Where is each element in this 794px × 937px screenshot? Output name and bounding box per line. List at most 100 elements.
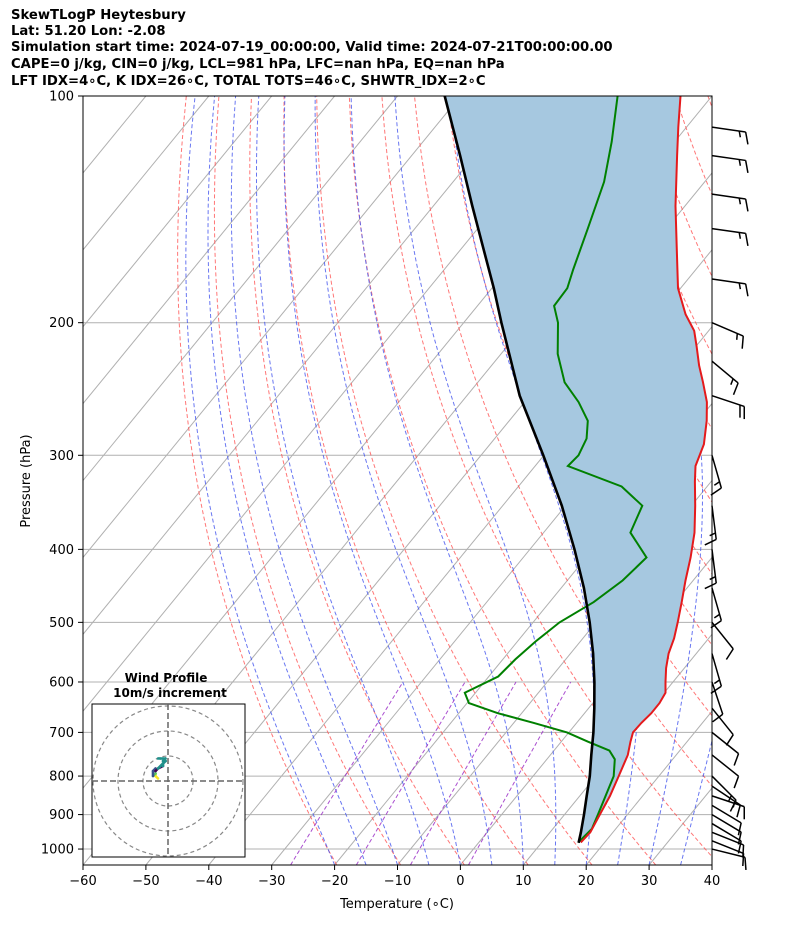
chart-title-line-4: CAPE=0 j/kg, CIN=0 j/kg, LCL=981 hPa, LF… bbox=[11, 57, 505, 72]
isotherm-line bbox=[83, 96, 84, 97]
wind-barb-half-flag bbox=[738, 197, 742, 205]
temperature-line bbox=[580, 96, 708, 844]
wind-barb bbox=[710, 455, 723, 496]
wind-barb-flag bbox=[744, 198, 749, 212]
wind-barb-flag bbox=[744, 283, 749, 297]
mixing-ratio-line bbox=[290, 681, 404, 865]
wind-barb bbox=[711, 126, 749, 145]
wind-barb-flag bbox=[710, 685, 722, 694]
wind-barb-flag bbox=[732, 382, 739, 396]
dry-adiabat-line bbox=[213, 96, 402, 865]
isotherm-line bbox=[83, 96, 524, 636]
wind-barb bbox=[710, 587, 723, 629]
moist-adiabat-line bbox=[394, 96, 557, 865]
dewpoint-line bbox=[463, 96, 648, 844]
wind-barbs bbox=[704, 126, 749, 870]
wind-barb-flag bbox=[733, 775, 740, 789]
dry-adiabat-line bbox=[381, 96, 712, 858]
wind-barb-half-flag bbox=[738, 130, 742, 138]
wind-barb-half-flag bbox=[713, 613, 720, 619]
wind-barb-shaft bbox=[711, 505, 717, 540]
moist-adiabat-line bbox=[185, 96, 336, 865]
wind-barb-flag bbox=[704, 582, 717, 590]
isotherm-line bbox=[585, 710, 712, 865]
wind-barb bbox=[704, 505, 717, 546]
x-tick-label: −60 bbox=[69, 874, 96, 889]
isotherm-line bbox=[83, 96, 335, 405]
wind-barb bbox=[711, 731, 740, 766]
isotherm-line bbox=[83, 96, 210, 251]
wind-barb-half-flag bbox=[713, 481, 720, 486]
wind-barb-half-flag bbox=[738, 282, 742, 290]
wind-barb-flag bbox=[710, 619, 722, 629]
wind-barb bbox=[711, 707, 734, 746]
hodograph-subtitle: 10m/s increment bbox=[113, 686, 227, 700]
wind-barb-half-flag bbox=[730, 378, 734, 385]
isotherm-line bbox=[83, 96, 398, 482]
wind-barb-shaft bbox=[711, 278, 746, 285]
wind-barb-flag bbox=[737, 840, 742, 854]
isotherm-line bbox=[83, 96, 461, 559]
wind-barb-flag bbox=[741, 336, 744, 349]
mixing-ratio-line bbox=[355, 681, 466, 865]
moist-adiabat-line bbox=[207, 96, 367, 865]
wind-barb-flag bbox=[742, 844, 745, 858]
isotherm-line bbox=[397, 479, 712, 865]
moist-adiabat-line bbox=[230, 96, 398, 865]
wind-barb-shaft bbox=[711, 775, 737, 801]
wind-barb bbox=[711, 360, 739, 396]
wind-barb-half-flag bbox=[738, 232, 742, 239]
y-tick-label: 800 bbox=[49, 770, 74, 785]
chart-title-line-1: SkewTLogP Heytesbury bbox=[11, 8, 186, 23]
wind-barb-shaft bbox=[711, 804, 742, 824]
wind-barb bbox=[711, 775, 737, 812]
x-tick-label: −20 bbox=[321, 874, 348, 889]
x-tick-label: 30 bbox=[641, 874, 658, 889]
wind-barb-shaft bbox=[711, 822, 742, 842]
wind-barb bbox=[711, 394, 746, 420]
wind-barb-half-flag bbox=[709, 575, 716, 581]
x-tick-label: −50 bbox=[132, 874, 159, 889]
wind-barb-half-flag bbox=[713, 679, 720, 685]
isotherm-line bbox=[775, 96, 794, 865]
x-tick-label: 40 bbox=[704, 874, 721, 889]
wind-barb bbox=[711, 813, 742, 845]
wind-barb-shaft bbox=[711, 360, 739, 384]
wind-barb bbox=[710, 653, 723, 694]
wind-barb-half-flag bbox=[727, 795, 733, 802]
wind-barb-flag bbox=[729, 799, 737, 812]
moist-adiabat-line bbox=[680, 738, 712, 865]
wind-barb-shaft bbox=[711, 549, 717, 584]
wind-barb-shaft bbox=[711, 587, 723, 621]
x-tick-label: 0 bbox=[456, 874, 464, 889]
dry-adiabat-line bbox=[283, 96, 529, 865]
x-tick-label: −30 bbox=[258, 874, 285, 889]
dry-adiabat-line bbox=[249, 96, 465, 865]
wind-barb-shaft bbox=[711, 707, 734, 736]
y-axis-label: Pressure (hPa) bbox=[19, 434, 34, 527]
wind-barb bbox=[711, 804, 742, 836]
wind-barb-shaft bbox=[711, 681, 724, 715]
wind-barb-flag bbox=[744, 857, 747, 870]
wind-barb-shaft bbox=[711, 154, 746, 162]
x-tick-label: −10 bbox=[384, 874, 411, 889]
wind-barb-flag bbox=[710, 487, 722, 496]
wind-barb-flag bbox=[736, 804, 742, 818]
wind-barb-shaft bbox=[711, 848, 746, 859]
wind-barb-flag bbox=[737, 822, 742, 836]
wind-barb bbox=[711, 848, 747, 870]
y-tick-label: 500 bbox=[49, 616, 74, 631]
wind-barb-flag bbox=[744, 160, 749, 174]
wind-profile-hodograph: Wind Profile 10m/s increment bbox=[91, 671, 246, 858]
parcel-line bbox=[443, 96, 596, 844]
wind-barb-shaft bbox=[711, 126, 746, 133]
chart-title-line-2: Lat: 51.20 Lon: -2.08 bbox=[11, 24, 166, 39]
wind-barb-shaft bbox=[711, 193, 746, 200]
y-tick-label: 300 bbox=[49, 449, 74, 464]
wind-barb bbox=[711, 278, 749, 297]
y-tick-label: 400 bbox=[49, 543, 74, 558]
wind-barb-shaft bbox=[711, 813, 742, 833]
x-tick-label: 20 bbox=[578, 874, 595, 889]
wind-barb-shaft bbox=[711, 785, 741, 806]
